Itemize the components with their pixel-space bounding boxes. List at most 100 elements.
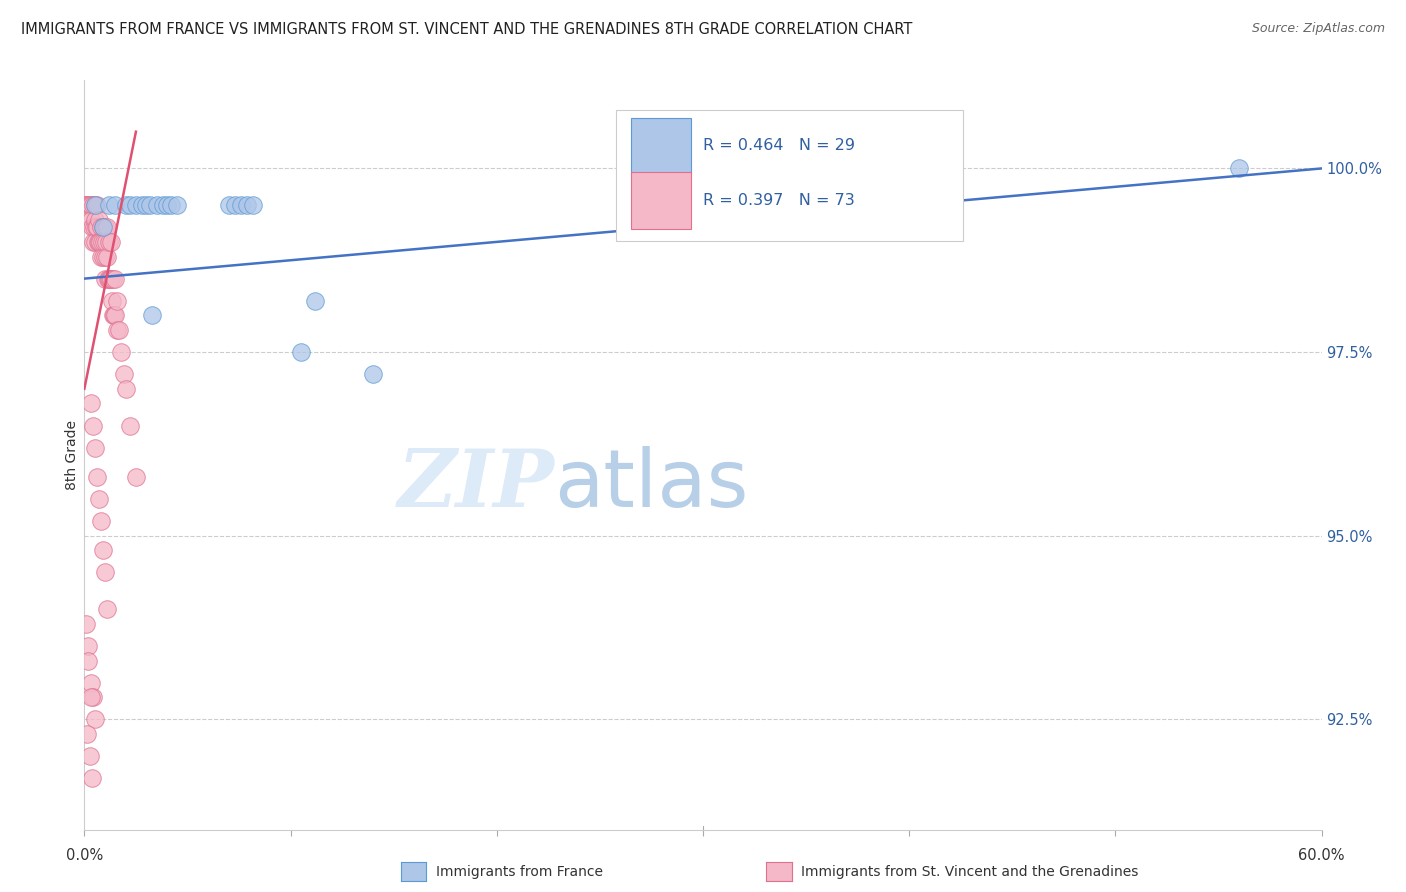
Point (104, 309, 127, 323)
Point (152, 198, 174, 212)
Point (83, 198, 105, 212)
FancyBboxPatch shape (631, 172, 690, 228)
Point (86, 220, 108, 235)
Point (361, 367, 384, 381)
Point (135, 198, 157, 212)
Point (93, 235, 115, 249)
Text: Immigrants from France: Immigrants from France (436, 865, 603, 880)
Point (75, 198, 97, 212)
Point (77, 654, 100, 668)
Point (79, 396, 101, 410)
Point (101, 293, 124, 308)
Point (96, 220, 118, 235)
Text: 60.0%: 60.0% (1298, 848, 1346, 863)
Point (83, 235, 105, 249)
Point (98, 198, 121, 212)
Point (79, 198, 101, 212)
Point (89, 235, 111, 249)
Point (105, 323, 128, 337)
Point (118, 418, 141, 433)
Point (80, 220, 103, 235)
Point (96, 602, 118, 616)
Point (87, 491, 110, 506)
Point (110, 345, 132, 359)
Point (79, 749, 101, 764)
Point (98, 271, 121, 285)
Point (236, 198, 259, 212)
Point (77, 212, 100, 227)
Point (94, 220, 117, 235)
Point (79, 198, 101, 212)
Point (160, 198, 183, 212)
Point (79, 675, 101, 690)
Text: Source: ZipAtlas.com: Source: ZipAtlas.com (1251, 22, 1385, 36)
Point (141, 309, 163, 323)
Point (224, 198, 246, 212)
Point (114, 382, 136, 396)
Point (79, 690, 101, 705)
Point (84, 220, 107, 235)
Point (80, 771, 103, 785)
Point (77, 198, 100, 212)
Point (87, 235, 110, 249)
Text: atlas: atlas (554, 446, 749, 524)
Point (91, 220, 114, 235)
Point (103, 271, 125, 285)
Point (131, 198, 153, 212)
Point (156, 198, 179, 212)
Text: R = 0.397   N = 73: R = 0.397 N = 73 (703, 193, 855, 208)
Point (98, 235, 121, 249)
Point (94, 235, 117, 249)
Point (82, 235, 104, 249)
Point (145, 198, 167, 212)
Point (86, 198, 108, 212)
Point (83, 212, 105, 227)
Point (125, 470, 148, 484)
Text: Immigrants from St. Vincent and the Grenadines: Immigrants from St. Vincent and the Gren… (801, 865, 1139, 880)
Point (671, 198, 693, 212)
Point (139, 198, 162, 212)
Point (91, 543, 114, 558)
Point (98, 271, 121, 285)
Point (94, 250, 117, 264)
Point (713, 198, 735, 212)
Y-axis label: 8th Grade: 8th Grade (65, 420, 79, 490)
Point (87, 212, 110, 227)
Point (82, 198, 104, 212)
Point (83, 712, 105, 726)
Point (114, 198, 136, 212)
Point (83, 441, 105, 455)
Point (290, 345, 312, 359)
Point (76, 198, 98, 212)
Point (82, 690, 104, 705)
Point (86, 470, 108, 484)
Point (90, 250, 112, 264)
Point (75, 198, 97, 212)
Point (94, 566, 117, 580)
Text: ZIP: ZIP (398, 446, 554, 524)
Point (79, 212, 101, 227)
Point (242, 198, 264, 212)
Point (97, 271, 120, 285)
Point (108, 323, 131, 337)
Point (112, 367, 135, 381)
Point (90, 220, 112, 235)
Point (103, 309, 125, 323)
Point (692, 198, 714, 212)
Point (1227, 161, 1250, 176)
Point (104, 198, 127, 212)
Point (105, 293, 128, 308)
Point (87, 235, 110, 249)
Point (76, 727, 98, 741)
Point (75, 616, 97, 631)
Point (218, 198, 240, 212)
Point (229, 198, 252, 212)
Point (94, 271, 117, 285)
Point (90, 235, 112, 249)
Point (82, 418, 104, 433)
FancyBboxPatch shape (631, 118, 690, 174)
Point (90, 514, 112, 528)
Point (77, 639, 100, 653)
Point (304, 293, 326, 308)
Point (83, 198, 105, 212)
